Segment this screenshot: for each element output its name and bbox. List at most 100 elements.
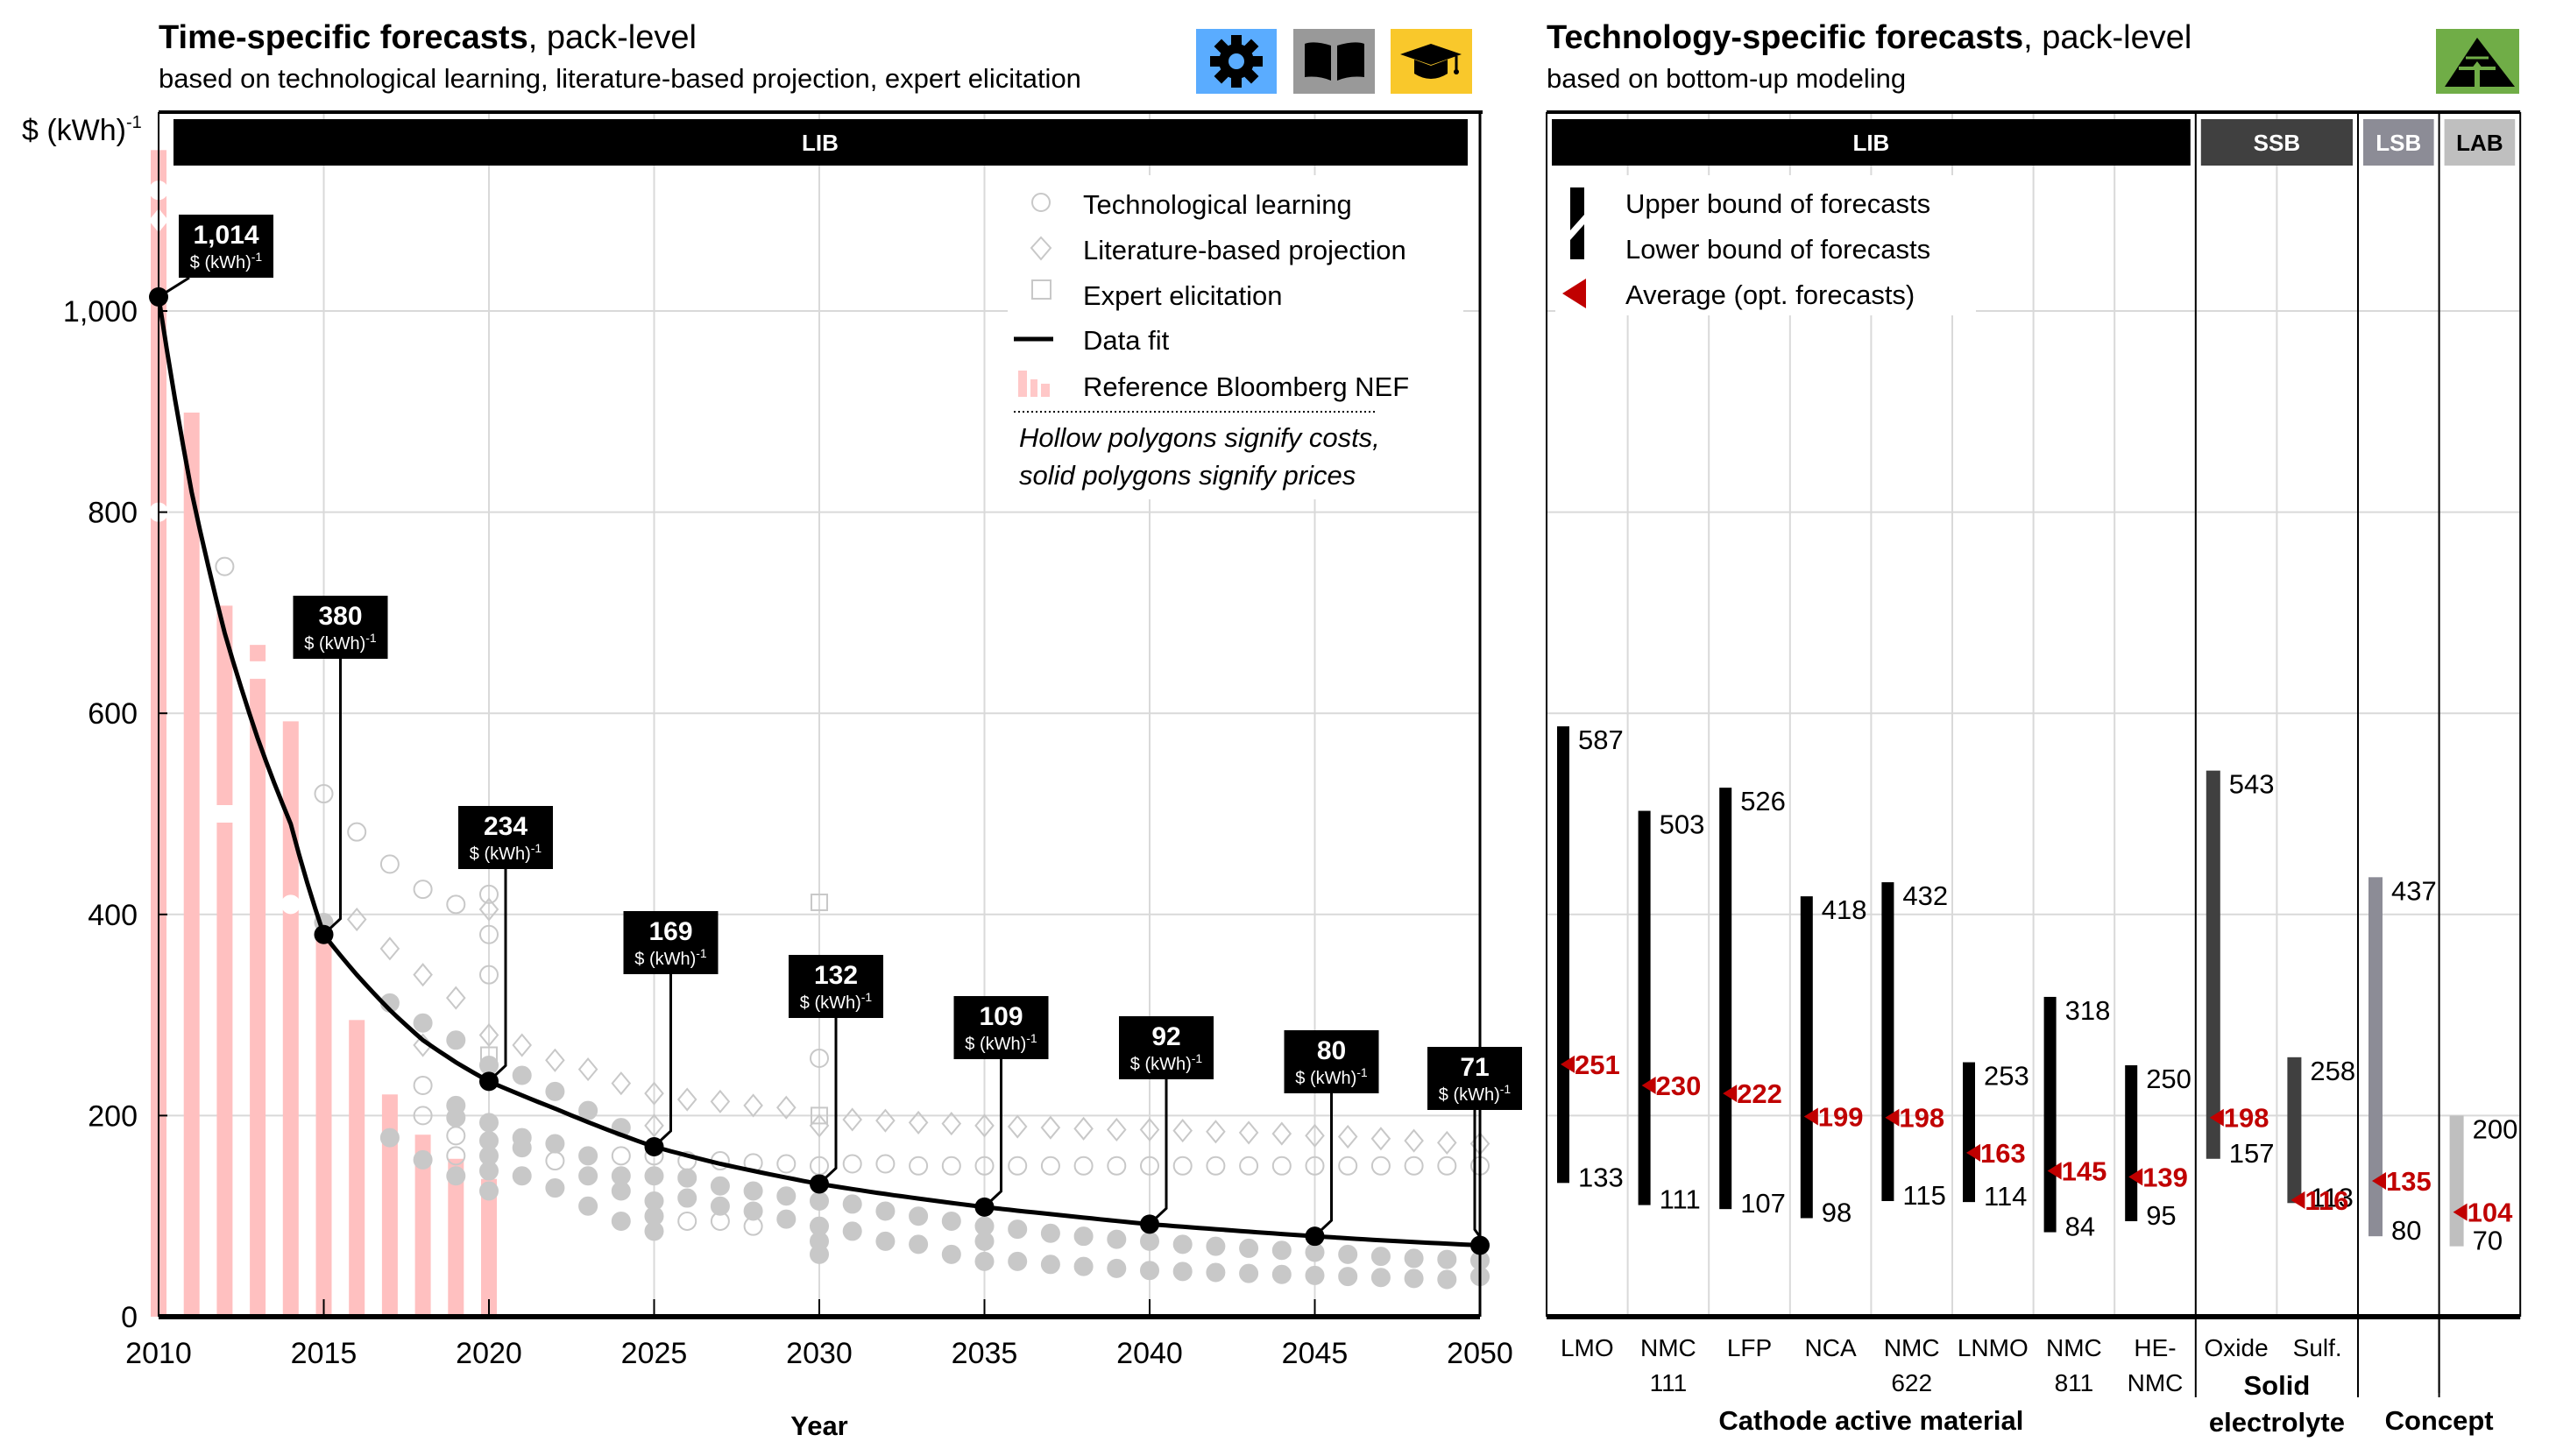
x-tick-label: 2010 <box>125 1337 192 1370</box>
scatter-circle <box>446 1166 466 1186</box>
scatter-circle <box>810 1191 829 1211</box>
scatter-circle <box>446 1030 466 1050</box>
callout-value: 109 <box>979 1002 1023 1031</box>
callout-leader <box>1317 1093 1333 1234</box>
upper-value: 318 <box>2065 995 2111 1026</box>
callout-unit: $ (kWh)-1 <box>634 946 707 969</box>
category-label: LFP <box>1727 1334 1772 1361</box>
average-value: 135 <box>2386 1166 2432 1197</box>
scatter-circle <box>842 1221 862 1241</box>
range-bar-group: 587 133 251 <box>1557 724 1624 1192</box>
range-bar <box>1963 1062 1975 1203</box>
scatter-circle <box>413 1149 433 1170</box>
scatter-circle <box>1040 1223 1060 1243</box>
scatter-circle <box>1008 1251 1028 1271</box>
average-marker <box>1641 1076 1656 1094</box>
callout-box <box>179 215 273 278</box>
scatter-circle <box>1172 1262 1193 1282</box>
group-label: Cathode active material <box>1718 1405 2023 1436</box>
scatter-circle <box>1338 1267 1358 1287</box>
literature-badge <box>1293 29 1375 94</box>
scatter-diamond <box>478 1022 499 1048</box>
callout-unit-text: $ (kWh) <box>190 253 251 272</box>
callout-unit-sup: -1 <box>365 631 377 645</box>
callout-unit: $ (kWh)-1 <box>800 990 873 1013</box>
scatter-circle <box>578 1196 598 1216</box>
scatter-circle <box>776 1209 797 1229</box>
callout: 71$ (kWh)-1 <box>1427 1047 1522 1255</box>
scatter-diamond <box>908 1110 929 1135</box>
range-bar-group: 526 107 222 <box>1719 786 1786 1219</box>
callout-box <box>789 955 883 1018</box>
y-tick-label: 800 <box>88 497 138 530</box>
scatter-circle <box>743 1216 763 1236</box>
bnef-bar <box>381 1094 398 1317</box>
scatter-circle <box>512 1065 532 1085</box>
callout-unit: $ (kWh)-1 <box>965 1031 1037 1054</box>
lower-value: 95 <box>2146 1200 2176 1231</box>
category-label: 111 <box>1650 1369 1688 1396</box>
scatter-diamond <box>512 1033 533 1057</box>
category-label: NMC <box>1884 1334 1940 1361</box>
average-marker <box>1885 1108 1900 1127</box>
range-bar-group: 432 115 198 <box>1881 880 1948 1211</box>
range-bar <box>2368 877 2383 1237</box>
scatter-circle <box>379 1127 400 1148</box>
range-bar-group: 418 98 199 <box>1800 894 1867 1227</box>
average-marker <box>1561 1055 1575 1073</box>
scatter-diamond <box>644 1081 664 1106</box>
range-bar-group: 437 80 135 <box>2368 875 2437 1246</box>
scatter-circle <box>1404 1269 1424 1289</box>
upper-value: 418 <box>1822 894 1867 925</box>
average-marker <box>2128 1168 2143 1186</box>
scatter-circle <box>578 1146 598 1166</box>
scatter-circle <box>1107 1258 1127 1278</box>
scatter-circle <box>1008 1156 1028 1176</box>
technological-learning-badge <box>1196 29 1277 94</box>
scatter-diamond <box>1436 1130 1457 1155</box>
scatter-circle <box>743 1201 763 1221</box>
scatter-circle <box>941 1211 961 1231</box>
legend-label-tech: Technological learning <box>1083 189 1352 220</box>
scatter-circle <box>1206 1262 1226 1283</box>
range-bar <box>1800 896 1813 1219</box>
x-tick-label: 2030 <box>786 1337 853 1370</box>
x-tick-label: 2040 <box>1116 1337 1183 1370</box>
range-bar <box>1638 810 1651 1205</box>
upper-value: 503 <box>1660 809 1705 840</box>
fit-point <box>810 1174 829 1194</box>
left-title-rest: , pack-level <box>528 19 697 56</box>
callout: 380$ (kWh)-1 <box>293 596 388 944</box>
scatter-circle <box>578 1100 598 1120</box>
category-label: LMO <box>1561 1334 1614 1361</box>
callout-box <box>953 996 1049 1059</box>
scatter-circle <box>512 1138 532 1158</box>
callout-leader <box>987 1059 1002 1205</box>
scatter-circle <box>1172 1234 1193 1255</box>
lower-value: 111 <box>1660 1184 1701 1215</box>
scatter-circle <box>644 1166 664 1186</box>
gear-icon <box>1210 35 1263 88</box>
legend-label-fit: Data fit <box>1083 325 1170 356</box>
scatter-diamond <box>478 897 499 922</box>
legend-note-line1: Hollow polygons signify costs, <box>1019 422 1380 453</box>
scatter-circle <box>1107 1229 1127 1249</box>
bnef-bar <box>282 721 299 1317</box>
upper-value: 258 <box>2310 1056 2355 1086</box>
y-tick-label: 400 <box>88 899 138 932</box>
scatter-circle <box>1271 1156 1292 1176</box>
scatter-circle <box>909 1156 929 1176</box>
band-label: LAB <box>2456 130 2503 156</box>
expert-badge <box>1391 29 1472 94</box>
range-bar <box>2287 1057 2302 1204</box>
scatter-circle <box>1239 1238 1259 1258</box>
average-marker <box>2453 1203 2468 1221</box>
scatter-diamond <box>1370 1127 1391 1151</box>
fit-point <box>644 1136 664 1156</box>
callout-unit-sup: -1 <box>696 946 707 960</box>
band-label: SSB <box>2254 130 2300 156</box>
group-labels: Cathode active material Solid electrolyte C… <box>1718 1370 2493 1438</box>
fit-point <box>479 1071 499 1092</box>
scatter-diamond <box>1404 1128 1424 1153</box>
range-bar <box>2043 996 2057 1233</box>
